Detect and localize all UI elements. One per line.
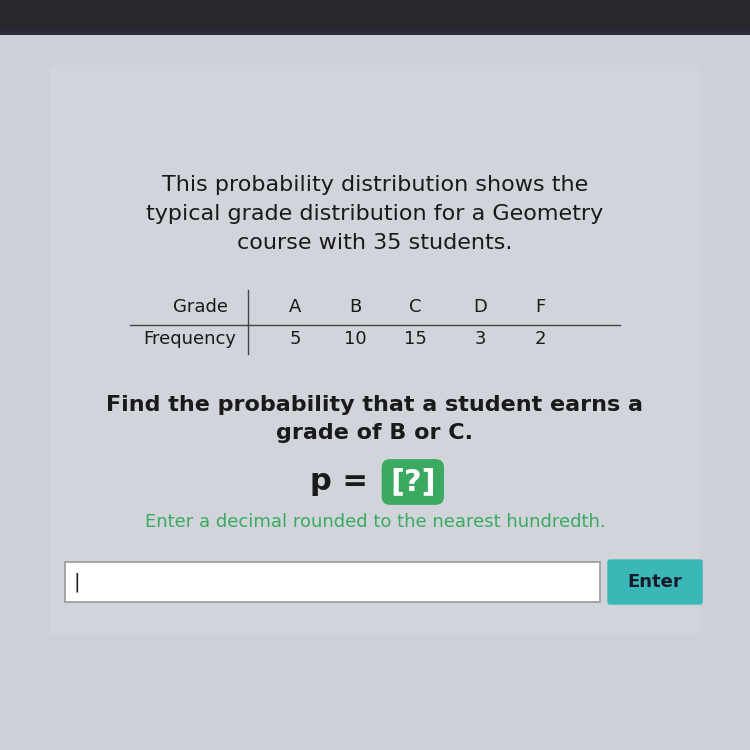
Text: 10: 10 [344, 330, 366, 348]
Text: 5: 5 [290, 330, 301, 348]
FancyBboxPatch shape [50, 65, 700, 635]
Text: C: C [409, 298, 422, 316]
Text: [?]: [?] [390, 467, 436, 496]
Text: p =: p = [310, 467, 379, 496]
Text: Grade: Grade [172, 298, 227, 316]
Text: 2: 2 [534, 330, 546, 348]
Text: Frequency: Frequency [143, 330, 236, 348]
Text: Enter a decimal rounded to the nearest hundredth.: Enter a decimal rounded to the nearest h… [145, 513, 605, 531]
Text: 15: 15 [404, 330, 427, 348]
Text: B: B [349, 298, 361, 316]
Text: |: | [73, 572, 80, 592]
FancyBboxPatch shape [608, 560, 702, 604]
Text: 3: 3 [474, 330, 486, 348]
Bar [0, 0, 750, 35]
Text: Enter: Enter [628, 573, 682, 591]
FancyBboxPatch shape [65, 562, 600, 602]
Bar [0, 0, 750, 30]
Text: Find the probability that a student earns a
grade of B or C.: Find the probability that a student earn… [106, 395, 644, 443]
Text: This probability distribution shows the
typical grade distribution for a Geometr: This probability distribution shows the … [146, 175, 604, 253]
Text: A: A [289, 298, 302, 316]
Text: D: D [473, 298, 487, 316]
Text: F: F [535, 298, 545, 316]
